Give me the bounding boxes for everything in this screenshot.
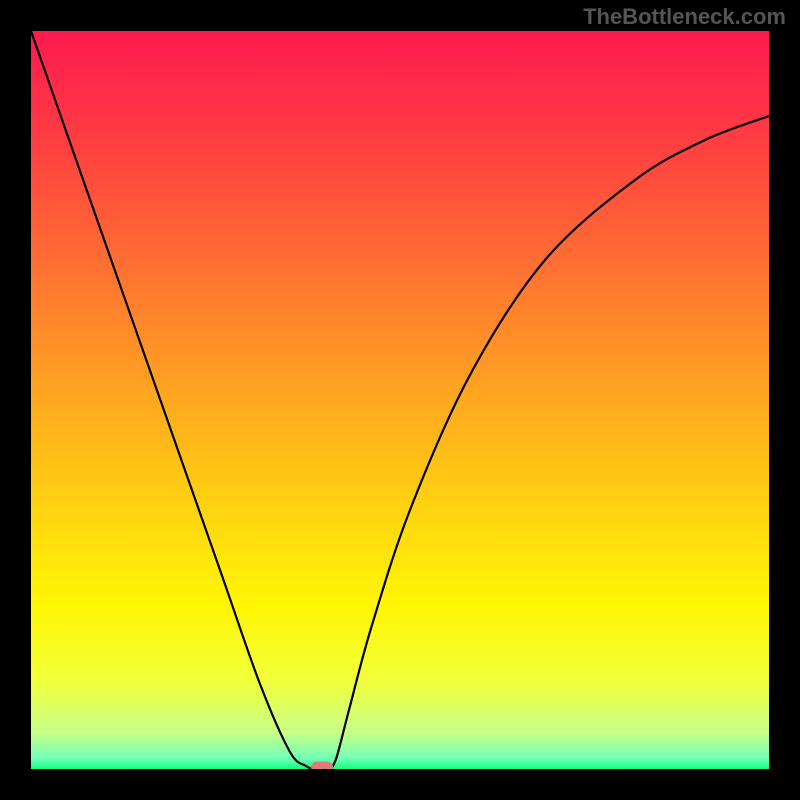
watermark-text: TheBottleneck.com [583,4,786,30]
bottleneck-curve [31,31,769,769]
vertex-marker [311,762,333,770]
plot-gradient-area [31,31,769,769]
curve-right-branch [331,116,769,769]
curve-left-branch [31,31,313,769]
